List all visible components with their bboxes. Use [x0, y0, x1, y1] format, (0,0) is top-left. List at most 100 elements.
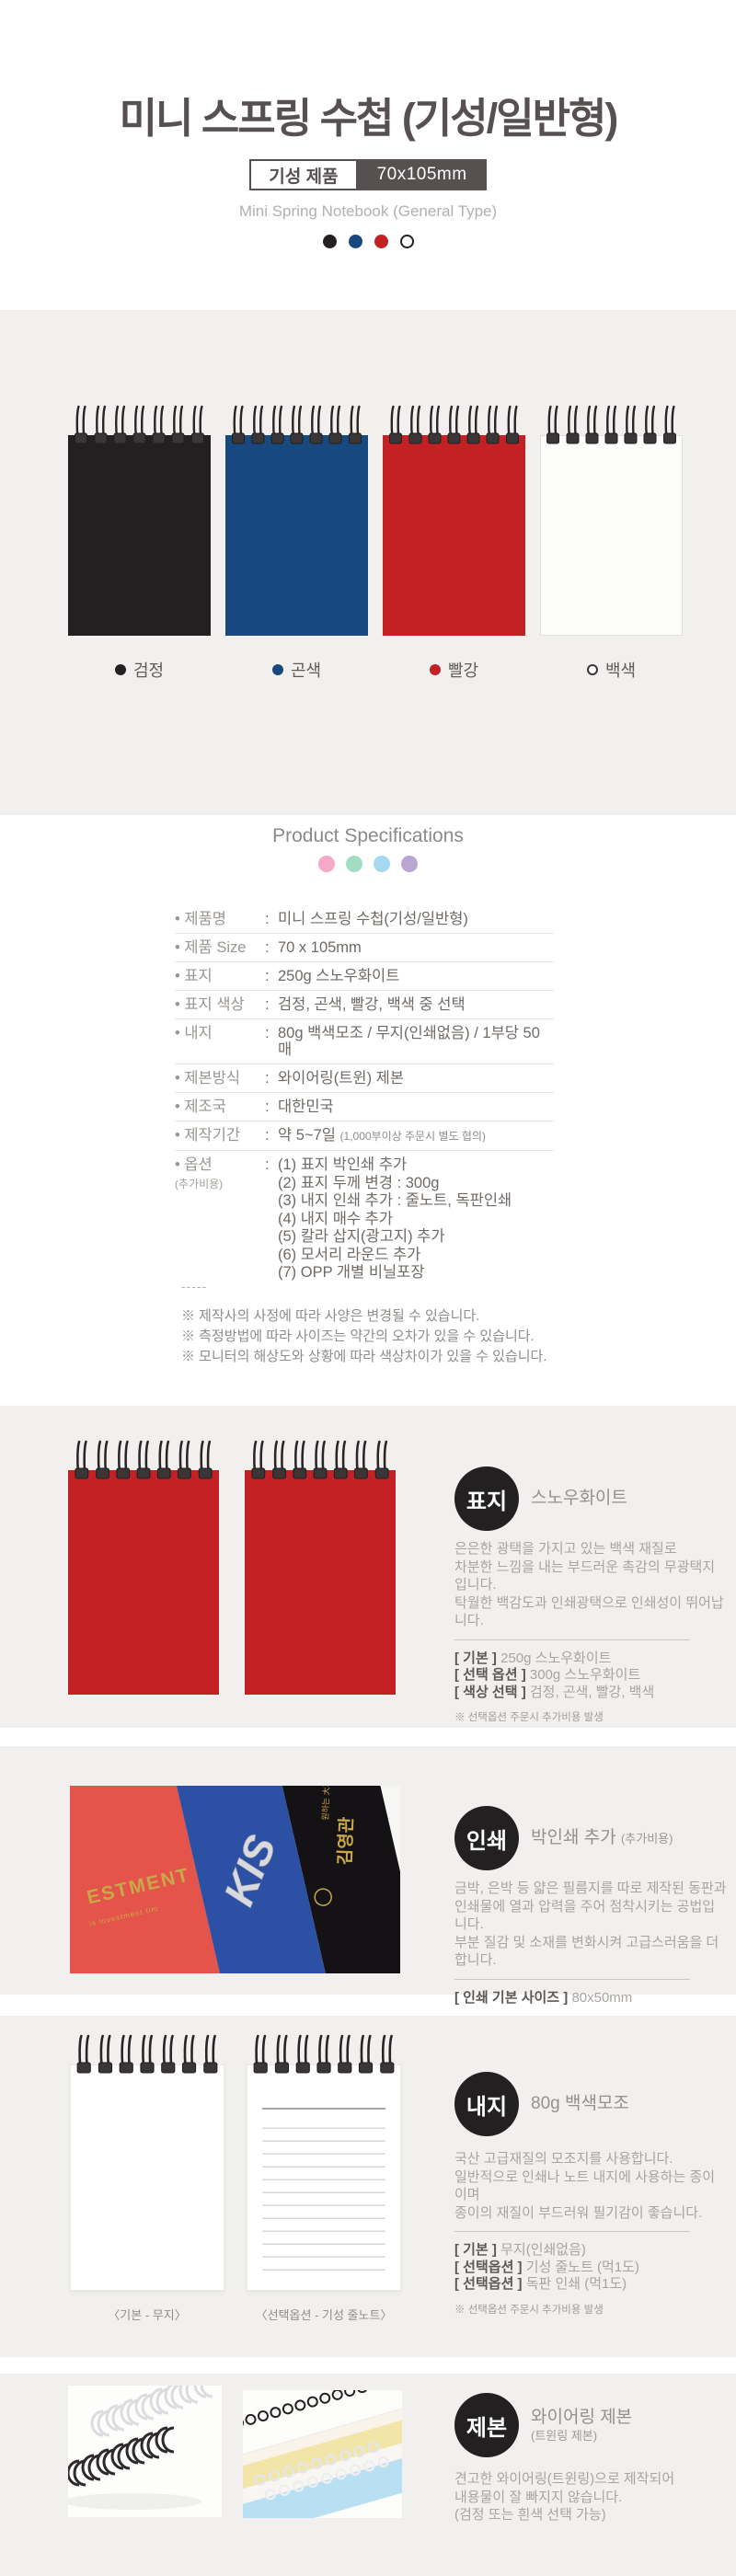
table-row: • 표지 : 250g 스노우화이트 [175, 962, 554, 991]
cover-info: 표지 스노우화이트 은은한 광택을 가지고 있는 백색 재질로 차분한 느낌을 … [454, 1466, 727, 1724]
lined-paper [247, 2064, 401, 2291]
spec-label: 내지 [184, 1025, 213, 1041]
table-row: • 제조국 : 대한민국 [175, 1093, 554, 1121]
spec-value: 대한민국 [278, 1098, 334, 1115]
notebook-cover-red [383, 435, 525, 636]
wire-coils-illustration [68, 2386, 222, 2517]
spec-value: 80g 백색모조 / 무지(인쇄없음) / 1부당 50매 [278, 1025, 540, 1058]
section-paper: 〈기본 - 무지〉 〈선택옵션 - 기성 줄노트〉 내지 80g 백색모조 국산… [0, 2016, 736, 2357]
section-title: 스노우화이트 [531, 1489, 627, 1509]
notebook-red: 빨강 [383, 400, 525, 682]
notebook-label-text: 백색 [604, 661, 637, 680]
table-row: • 내지 : 80g 백색모조 / 무지(인쇄없음) / 1부당 50매 [175, 1019, 554, 1064]
wire-coils-photo [68, 2386, 222, 2517]
spec-value: 미니 스프링 수첩(기성/일반형) [278, 911, 468, 927]
badge-product-type: 기성 제품 [249, 159, 358, 190]
spec-table: • 제품명 : 미니 스프링 수첩(기성/일반형) • 제품 Size : 70… [175, 905, 554, 1288]
foil-print-illustration: ESTMENT is investment tim KIS 원하는 大회 김영관… [70, 1786, 400, 1973]
color-dot-black [322, 235, 337, 248]
note-line: ※ 모니터의 해상도와 상황에 따라 색상차이가 있을 수 있습니다. [181, 1349, 547, 1364]
spec-value: 70 x 105mm [278, 939, 362, 956]
notebook-cover-black [68, 435, 211, 636]
pad-plain: 〈기본 - 무지〉 [70, 2030, 224, 2323]
section-title: 박인쇄 추가 [531, 1828, 616, 1848]
notebook-label: 검정 [68, 658, 211, 682]
spiral-wire-icon [245, 1435, 396, 1483]
deco-dot-mint [346, 856, 362, 872]
pad-lined: 〈선택옵션 - 기성 줄노트〉 [247, 2030, 401, 2323]
table-row-options: • 옵션 (추가비용) : (1) 표지 박인쇄 추가 (2) 표지 두께 변경 … [175, 1156, 512, 1281]
option-line: (6) 모서리 라운드 추가 [278, 1246, 421, 1263]
page-title: 미니 스프링 수첩 (기성/일반형) [119, 95, 619, 142]
section-print: ESTMENT is investment tim KIS 원하는 大회 김영관… [0, 1746, 736, 2006]
section-title-note: (트윈링 제본) [531, 2428, 598, 2443]
spec-label: 제품명 [184, 911, 226, 927]
deco-dot-blue [374, 856, 390, 872]
notebook-cover-red [68, 1470, 219, 1695]
section-badge-binding: 제본 [454, 2393, 519, 2457]
option-line: (4) 내지 매수 추가 [278, 1210, 393, 1227]
section-desc: 금박, 은박 등 얇은 필름지를 따로 제작된 동판과 인쇄물에 열과 압력을 … [454, 1880, 727, 1968]
table-row: • 제품 Size : 70 x 105mm [175, 934, 554, 962]
section-desc: 은은한 광택을 가지고 있는 백색 재질로 차분한 느낌을 내는 부드러운 촉감… [454, 1541, 724, 1628]
option-rows: [ 기본 ] 250g 스노우화이트 [ 선택 옵션 ] 300g 스노우화이트… [454, 1650, 655, 1700]
swatch-dot-black [114, 664, 126, 675]
spec-heading: Product Specifications [272, 825, 464, 846]
option-rows: [ 인쇄 기본 사이즈 ] 80x50mm [454, 1989, 633, 2006]
color-dot-navy [348, 235, 362, 248]
size-badge: 기성 제품 70x105mm [249, 159, 487, 190]
spec-label: 제작기간 [184, 1127, 241, 1144]
option-line: (5) 칼라 삽지(광고지) 추가 [278, 1228, 445, 1245]
print-info: 인쇄 박인쇄 추가 (추가비용) 금박, 은박 등 얇은 필름지를 따로 제작된… [454, 1806, 727, 2007]
spec-label: 옵션 [184, 1156, 213, 1173]
section-title-note: (추가비용) [620, 1832, 673, 1846]
notebook-navy: 곤색 [225, 400, 368, 682]
section-desc: 국산 고급재질의 모조지를 사용합니다. 일반적으로 인쇄나 노트 내지에 사용… [454, 2151, 716, 2221]
foil-print-photo: ESTMENT is investment tim KIS 원하는 大회 김영관… [70, 1786, 400, 1973]
extra-cost-note: ※ 선택옵션 주문시 추가비용 발생 [454, 1712, 604, 1723]
subtitle: Mini Spring Notebook (General Type) [238, 202, 498, 220]
swatch-dot-white [586, 664, 598, 675]
spiral-wire-icon [225, 400, 368, 448]
option-rows: [ 기본 ] 무지(인쇄없음) [ 선택옵션 ] 기성 줄노트 (먹1도) [ … [454, 2242, 639, 2292]
spec-label: 표지 색상 [184, 996, 245, 1013]
notebook-stack-photo [243, 2390, 402, 2518]
divider [454, 2231, 690, 2232]
notebook-stack-illustration [243, 2390, 402, 2518]
color-dot-white [399, 235, 414, 248]
notebook-white: 백색 [540, 400, 683, 682]
color-dot-red [374, 235, 388, 248]
divider [454, 1639, 690, 1640]
red-notebook [245, 1435, 396, 1695]
section-title: 와이어링 제본 [531, 2408, 633, 2427]
spec-label: 표지 [184, 968, 213, 984]
swatch-dot-red [429, 664, 441, 675]
disclaimer-notes: ※ 제작사의 사정에 따라 사양은 변경될 수 있습니다. ※ 측정방법에 따라… [181, 1306, 547, 1367]
paper-sample-pads: 〈기본 - 무지〉 〈선택옵션 - 기성 줄노트〉 [70, 2030, 401, 2323]
notebook-cover-navy [225, 435, 368, 636]
spec-value: 250g 스노우화이트 [278, 968, 400, 984]
pad-caption: 〈선택옵션 - 기성 줄노트〉 [255, 2308, 393, 2322]
badge-size: 70x105mm [357, 159, 487, 190]
note-lines [262, 2116, 385, 2274]
notebook-cover-white [540, 435, 683, 636]
top-rule [262, 2108, 385, 2110]
notebook-cover-red [245, 1470, 396, 1695]
section-cover: 표지 스노우화이트 은은한 광택을 가지고 있는 백색 재질로 차분한 느낌을 … [0, 1406, 736, 1728]
notebook-row: 검정 곤색 빨강 [68, 400, 683, 682]
deco-dot-pink [318, 856, 335, 872]
extra-cost-note: ※ 선택옵션 주문시 추가비용 발생 [454, 2304, 604, 2316]
section-title: 80g 백색모조 [531, 2094, 629, 2114]
spec-label: 제품 Size [184, 939, 247, 956]
spec-value: 검정, 곤색, 빨강, 백색 중 선택 [278, 996, 466, 1013]
notebook-label: 곤색 [225, 658, 368, 682]
spiral-wire-icon [540, 400, 683, 448]
spiral-wire-icon [68, 400, 211, 448]
spec-value: 와이어링(트윈) 제본 [278, 1070, 405, 1087]
notebook-label-text: 곤색 [290, 661, 322, 680]
plain-paper [70, 2064, 224, 2291]
option-line: (1) 표지 박인쇄 추가 [278, 1156, 408, 1173]
header: 미니 스프링 수첩 (기성/일반형) 기성 제품 70x105mm Mini S… [0, 0, 736, 248]
notebook-label-text: 검정 [132, 661, 165, 680]
